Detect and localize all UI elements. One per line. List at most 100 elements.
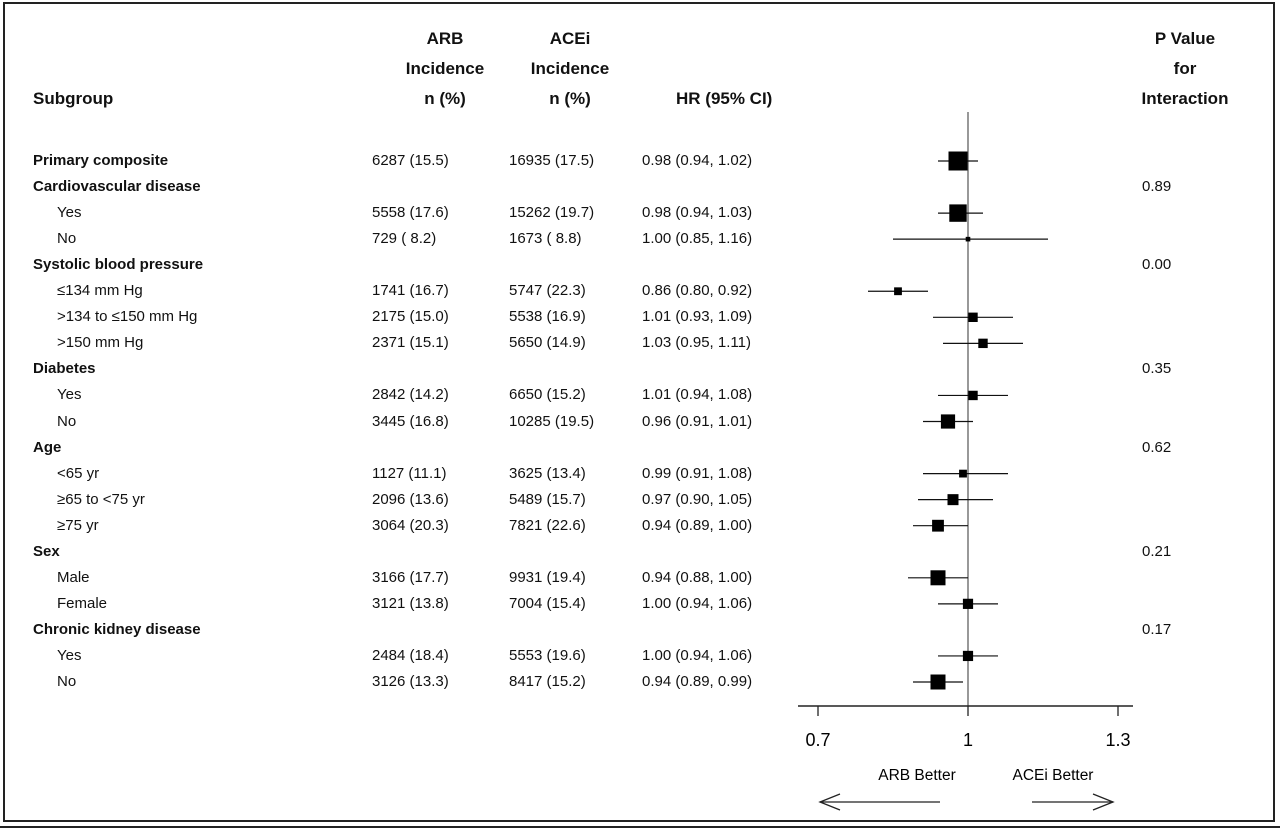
arb-incidence: 2484 (18.4) [372, 646, 449, 664]
left-arrow [818, 793, 940, 811]
hr-point [962, 650, 974, 662]
subgroup-heading: Systolic blood pressure [33, 256, 204, 274]
caption-divider [0, 826, 1280, 828]
subgroup-label: >150 mm Hg [57, 334, 144, 352]
hr-point [968, 312, 978, 322]
acei-incidence: 15262 (19.7) [509, 204, 595, 222]
acei-incidence: 3625 (13.4) [509, 464, 586, 482]
hr-point [930, 570, 946, 586]
hazard-ratio: 1.03 (0.95, 1.11) [642, 334, 751, 352]
subgroup-label: >134 to ≤150 mm Hg [57, 308, 198, 326]
arb-better-label: ARB Better [878, 767, 956, 784]
arb-incidence: 1741 (16.7) [372, 282, 449, 300]
subgroup-heading: Diabetes [33, 360, 96, 378]
hazard-ratio: 0.96 (0.91, 1.01) [642, 412, 753, 430]
subgroup-heading: Chronic kidney disease [33, 620, 201, 638]
p-interaction: 0.21 [1142, 542, 1172, 560]
subgroup-label: ≤134 mm Hg [57, 282, 143, 300]
arb-incidence: 3121 (13.8) [372, 594, 449, 612]
acei-incidence: 7004 (15.4) [509, 594, 586, 612]
subgroup-label: No [57, 230, 77, 248]
hazard-ratio: 0.86 (0.80, 0.92) [642, 282, 753, 300]
arb-incidence: 6287 (15.5) [372, 152, 449, 169]
hazard-ratio: 0.98 (0.94, 1.02) [642, 152, 753, 169]
hazard-ratio: 0.99 (0.91, 1.08) [642, 464, 753, 482]
x-tick-label: 1.3 [1105, 730, 1130, 750]
p-interaction: 0.17 [1142, 620, 1172, 638]
x-tick-label: 1 [963, 730, 973, 750]
subgroup-label: No [57, 412, 77, 430]
subgroup-heading: Primary composite [33, 152, 169, 169]
acei-incidence: 8417 (15.2) [509, 673, 586, 690]
hazard-ratio: 0.97 (0.90, 1.05) [642, 490, 753, 508]
subgroup-label: Yes [57, 386, 82, 404]
hr-point [962, 598, 974, 609]
subgroup-label: <65 yr [57, 464, 100, 482]
acei-incidence: 5489 (15.7) [509, 490, 586, 508]
acei-incidence: 5747 (22.3) [509, 282, 586, 300]
arb-incidence: 1127 (11.1) [372, 464, 447, 482]
p-interaction: 0.35 [1142, 360, 1172, 378]
arb-incidence: 2371 (15.1) [372, 334, 449, 352]
acei-incidence: 5650 (14.9) [509, 334, 586, 352]
arb-incidence: 3064 (20.3) [372, 516, 449, 534]
subgroup-heading: Age [33, 438, 62, 456]
hr-point [965, 236, 971, 242]
arb-incidence: 2842 (14.2) [372, 386, 449, 404]
arb-incidence: 3126 (13.3) [372, 673, 449, 690]
hr-point [947, 494, 959, 506]
p-interaction: 0.89 [1142, 178, 1172, 196]
arb-incidence: 2175 (15.0) [372, 308, 449, 326]
hazard-ratio: 1.00 (0.85, 1.16) [642, 230, 753, 248]
acei-better-label: ACEi Better [1013, 767, 1094, 784]
subgroup-heading: Sex [33, 542, 60, 560]
hazard-ratio: 0.98 (0.94, 1.03) [642, 204, 753, 222]
arb-incidence: 3445 (16.8) [372, 412, 449, 430]
subgroup-label: ≥75 yr [57, 516, 99, 534]
subgroup-label: Male [57, 568, 90, 586]
hr-point [949, 204, 967, 222]
arb-incidence: 3166 (17.7) [372, 568, 449, 586]
p-interaction: 0.62 [1142, 438, 1172, 456]
hazard-ratio: 0.94 (0.89, 1.00) [642, 516, 753, 534]
header-p-value: P Value for Interaction [1141, 29, 1229, 108]
hr-point [930, 674, 946, 690]
hr-point [932, 519, 944, 532]
p-interaction: 0.00 [1142, 256, 1172, 274]
hr-point [959, 469, 967, 478]
header-arb: ARB Incidence n (%) [405, 29, 485, 108]
subgroup-heading: Cardiovascular disease [33, 178, 201, 196]
hazard-ratio: 1.00 (0.94, 1.06) [642, 594, 753, 612]
hazard-ratio: 1.01 (0.94, 1.08) [642, 386, 753, 404]
hr-point [978, 338, 988, 349]
hazard-ratio: 1.00 (0.94, 1.06) [642, 646, 753, 664]
acei-incidence: 6650 (15.2) [509, 386, 586, 404]
acei-incidence: 5538 (16.9) [509, 308, 586, 326]
subgroup-label: Yes [57, 204, 82, 222]
acei-incidence: 1673 ( 8.8) [509, 230, 582, 248]
hr-point [894, 287, 902, 296]
subgroup-label: Female [57, 594, 108, 612]
subgroup-label: Yes [57, 646, 82, 664]
hr-point [940, 414, 956, 429]
subgroup-label: ≥65 to <75 yr [57, 490, 145, 508]
hr-point [948, 151, 968, 171]
x-tick-label: 0.7 [805, 730, 830, 750]
figure-frame [3, 2, 1275, 822]
acei-incidence: 7821 (22.6) [509, 516, 586, 534]
header-subgroup: Subgroup [33, 89, 114, 108]
arb-incidence: 5558 (17.6) [372, 204, 449, 222]
arb-incidence: 729 ( 8.2) [372, 230, 437, 248]
acei-incidence: 16935 (17.5) [509, 152, 595, 169]
right-arrow [1032, 793, 1115, 811]
hazard-ratio: 1.01 (0.93, 1.09) [642, 308, 753, 326]
header-acei: ACEi Incidence n (%) [530, 29, 610, 108]
acei-incidence: 10285 (19.5) [509, 412, 595, 430]
acei-incidence: 5553 (19.6) [509, 646, 586, 664]
header-hr: HR (95% CI) [676, 89, 773, 108]
acei-incidence: 9931 (19.4) [509, 568, 586, 586]
hr-point [968, 390, 978, 401]
subgroup-label: No [57, 673, 77, 690]
arb-incidence: 2096 (13.6) [372, 490, 449, 508]
hazard-ratio: 0.94 (0.89, 0.99) [642, 673, 753, 690]
